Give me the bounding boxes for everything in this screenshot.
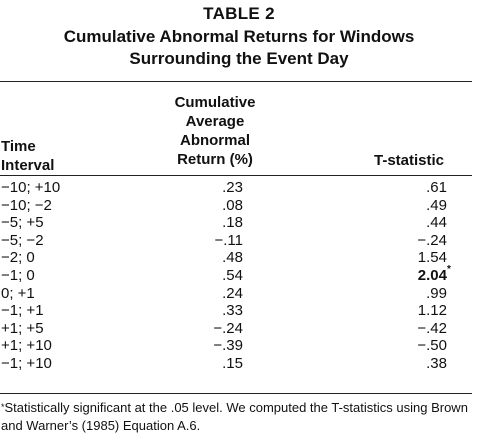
- header-car-line-1: Cumulative: [174, 94, 256, 111]
- cell-interval: −5; +5: [1, 214, 44, 232]
- cell-t-statistic: −.42: [417, 319, 447, 337]
- table-row: −5; +5 .18 .44: [0, 214, 478, 232]
- table-row: −10; +10 .23 .61: [0, 179, 478, 197]
- footnote-marker: *: [1, 402, 5, 412]
- cell-t-statistic: .61: [426, 179, 447, 196]
- cell-t-statistic: .99: [426, 284, 447, 302]
- table-row: −1; 0 .54 2.04 *: [0, 264, 478, 285]
- cell-interval: −1; +10: [1, 354, 52, 372]
- cell-t-statistic: .44: [426, 214, 447, 232]
- cell-interval: +1; +5: [1, 319, 44, 337]
- column-header-t-statistic: T-statistic: [374, 152, 445, 169]
- cell-car: .54: [222, 266, 243, 284]
- column-header-time-interval: Time Interval: [1, 137, 54, 175]
- header-car-line-3: Abnormal: [179, 132, 250, 149]
- cell-interval: −1; 0: [1, 266, 35, 284]
- table-number: TABLE 2: [203, 4, 275, 23]
- cell-t-statistic: −.50: [417, 337, 447, 355]
- cell-car: −.39: [213, 337, 243, 355]
- table-footnote: *Statistically significant at the .05 le…: [1, 399, 477, 435]
- cell-interval: −5; −2: [1, 231, 44, 249]
- table-row: 0; +1 .24 .99: [0, 285, 478, 303]
- header-car-line-2: Average: [185, 113, 245, 130]
- table-body: −10; +10 .23 .61 −10; −2 .08 .49 −5; +5 …: [0, 179, 478, 373]
- top-rule: [0, 81, 472, 82]
- header-rule: [0, 175, 472, 176]
- cell-t-statistic: −.24: [417, 231, 447, 249]
- cell-t-statistic: .38: [426, 354, 447, 372]
- t-value: 2.04: [417, 266, 447, 284]
- cell-interval: +1; +10: [1, 337, 52, 355]
- cell-car: −.24: [213, 319, 243, 337]
- cell-car: .15: [222, 354, 243, 372]
- table-row: −1; +10 .15 .38: [0, 355, 478, 373]
- table-row: +1; +5 −.24 −.42: [0, 320, 478, 338]
- table-row: −1; +1 .33 1.12: [0, 302, 478, 320]
- cell-interval: −10; −2: [1, 196, 52, 214]
- cell-car: .33: [222, 302, 243, 320]
- header-time-line-2: Interval: [1, 157, 55, 174]
- cell-interval: −10; +10: [1, 179, 61, 196]
- cell-t-statistic: 1.54: [417, 249, 447, 267]
- table-row: −10; −2 .08 .49: [0, 197, 478, 215]
- cell-car: .23: [222, 179, 243, 196]
- cell-interval: −2; 0: [1, 249, 35, 267]
- column-header-cumulative-return: Cumulative Average Abnormal Return (%): [140, 93, 290, 169]
- significance-marker: *: [447, 263, 451, 275]
- cell-car: .24: [222, 284, 243, 302]
- cell-interval: 0; +1: [1, 284, 35, 302]
- cell-interval: −1; +1: [1, 302, 44, 320]
- bottom-rule: [0, 393, 472, 394]
- table-row: −5; −2 −.11 −.24: [0, 232, 478, 250]
- table-row: −2; 0 .48 1.54: [0, 249, 478, 267]
- cell-t-statistic: .49: [426, 196, 447, 214]
- cell-car: .18: [222, 214, 243, 232]
- table-title-line-2: Surrounding the Event Day: [129, 49, 349, 68]
- cell-t-statistic-significant: 2.04 *: [417, 264, 451, 284]
- table-row: +1; +10 −.39 −.50: [0, 337, 478, 355]
- header-car-line-4: Return (%): [177, 151, 253, 168]
- cell-t-statistic: 1.12: [417, 302, 447, 320]
- table-title-line-1: Cumulative Abnormal Returns for Windows: [63, 27, 415, 46]
- header-time-line-1: Time: [1, 138, 36, 155]
- footnote-text: Statistically significant at the .05 lev…: [1, 400, 468, 433]
- cell-car: .08: [222, 196, 243, 214]
- cell-car: .48: [222, 249, 243, 267]
- cell-car: −.11: [214, 231, 244, 249]
